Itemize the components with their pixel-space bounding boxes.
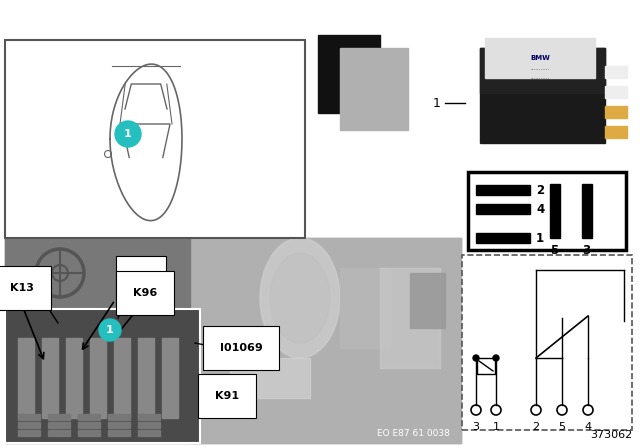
Bar <box>138 414 160 420</box>
Text: K96: K96 <box>133 288 157 298</box>
Bar <box>5 238 461 443</box>
Text: K2: K2 <box>133 273 149 283</box>
Bar <box>550 184 560 238</box>
Bar <box>138 338 154 418</box>
Bar <box>138 430 160 436</box>
Bar <box>18 422 40 428</box>
Circle shape <box>473 355 479 361</box>
Bar <box>476 204 530 214</box>
Bar <box>108 422 130 428</box>
Bar <box>5 309 200 443</box>
Bar <box>485 38 595 78</box>
Bar <box>462 255 632 430</box>
Bar <box>605 126 627 138</box>
Bar <box>18 414 40 420</box>
Text: 1: 1 <box>493 422 499 432</box>
Bar <box>78 414 100 420</box>
Bar <box>582 184 592 238</box>
Bar <box>605 106 627 118</box>
Bar <box>477 358 495 374</box>
Bar <box>78 430 100 436</box>
Bar <box>48 422 70 428</box>
Bar <box>66 338 82 418</box>
Bar <box>90 338 106 418</box>
Text: 1: 1 <box>124 129 132 139</box>
Bar <box>476 185 530 195</box>
Text: 4: 4 <box>536 202 544 215</box>
Bar <box>380 268 440 368</box>
Bar <box>318 35 380 113</box>
Circle shape <box>99 319 121 341</box>
Bar <box>138 422 160 428</box>
Bar <box>410 273 445 328</box>
Bar <box>468 172 626 250</box>
Text: 3: 3 <box>582 244 590 257</box>
Text: 1: 1 <box>433 96 441 109</box>
Bar <box>18 430 40 436</box>
Text: 5: 5 <box>559 422 566 432</box>
Bar <box>48 430 70 436</box>
Text: ...........: ........... <box>531 65 550 70</box>
Bar <box>480 48 605 143</box>
Bar <box>340 268 390 348</box>
Bar <box>162 338 178 418</box>
Text: BMW: BMW <box>530 55 550 61</box>
Text: EO E87 61 0038: EO E87 61 0038 <box>377 429 450 438</box>
Text: 2: 2 <box>532 422 540 432</box>
Ellipse shape <box>270 253 330 343</box>
Text: ...........: ........... <box>531 74 550 79</box>
Text: 3: 3 <box>472 422 479 432</box>
Bar <box>114 338 130 418</box>
Text: K91: K91 <box>215 391 239 401</box>
Text: 1: 1 <box>106 325 114 335</box>
Bar <box>5 40 305 238</box>
Circle shape <box>115 121 141 147</box>
Bar <box>78 422 100 428</box>
Text: I01069: I01069 <box>220 343 263 353</box>
Text: 5: 5 <box>550 244 558 257</box>
Bar <box>605 86 627 98</box>
Bar <box>340 48 408 130</box>
Text: 373062: 373062 <box>589 430 632 440</box>
Bar <box>605 66 627 78</box>
Circle shape <box>493 355 499 361</box>
Bar <box>5 238 190 310</box>
Text: 2: 2 <box>536 184 544 197</box>
Bar <box>476 233 530 243</box>
Text: 1: 1 <box>536 232 544 245</box>
Ellipse shape <box>260 238 340 358</box>
Bar <box>108 414 130 420</box>
Bar <box>480 48 605 93</box>
Bar <box>42 338 58 418</box>
Bar <box>18 338 34 418</box>
Bar <box>230 358 310 398</box>
Bar <box>190 238 461 443</box>
Bar <box>48 414 70 420</box>
Bar <box>108 430 130 436</box>
Text: K13: K13 <box>10 283 34 293</box>
Text: 4: 4 <box>584 422 591 432</box>
